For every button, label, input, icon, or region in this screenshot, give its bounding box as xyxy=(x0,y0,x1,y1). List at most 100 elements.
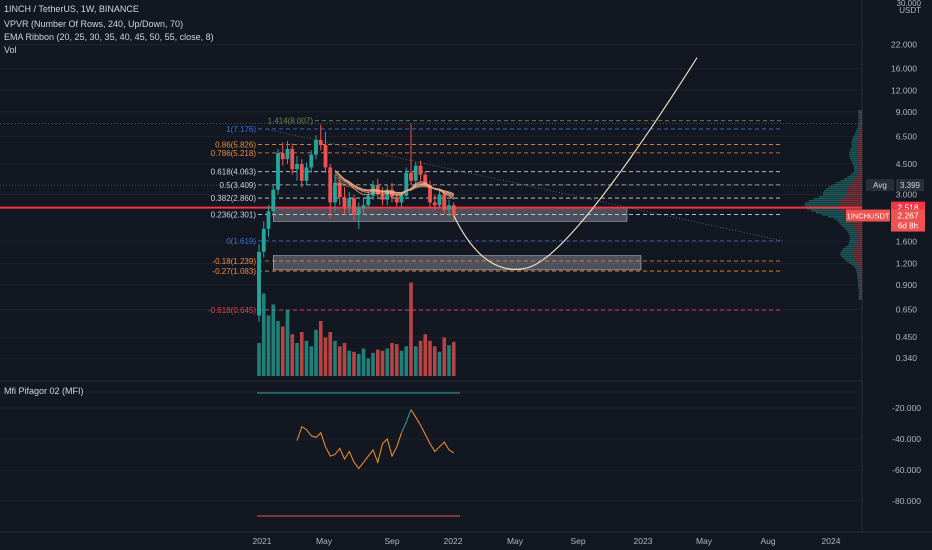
profile-row-up xyxy=(836,182,852,184)
fib-level-label: 1.414(8.007) xyxy=(268,117,314,126)
profile-row-up xyxy=(858,116,861,118)
axis-top-label: 30.000 xyxy=(897,0,922,8)
profile-row-down xyxy=(853,180,862,182)
support-zone xyxy=(273,255,642,271)
profile-row-down xyxy=(854,258,862,260)
candle-body xyxy=(356,208,361,215)
last-price-tag xyxy=(891,209,925,232)
projection-curve xyxy=(453,57,698,270)
candle-body xyxy=(314,139,318,155)
price-tick-label: 22.000 xyxy=(891,40,917,50)
time-axis[interactable]: 2021 May Sep 2022 May Sep 2023 May Aug 2024 xyxy=(253,536,841,546)
candle-body xyxy=(404,172,409,196)
profile-row-up xyxy=(841,250,854,252)
candle-body xyxy=(423,174,428,186)
candle-body xyxy=(451,205,456,216)
profile-row-down xyxy=(858,170,862,172)
price-tick-label: 16.000 xyxy=(891,64,917,74)
profile-row-up xyxy=(852,138,859,140)
profile-row-down xyxy=(858,162,862,164)
profile-row-down xyxy=(860,296,862,298)
time-tick-label: May xyxy=(696,536,713,546)
time-tick-label: 2022 xyxy=(444,536,463,546)
candle-body xyxy=(394,197,399,203)
ema-ribbon xyxy=(334,169,455,200)
profile-row-up xyxy=(851,142,858,144)
profile-row-down xyxy=(857,144,862,146)
volume-bar xyxy=(333,340,337,376)
oscillator-tick-label: -20.000 xyxy=(892,403,921,413)
profile-row-up xyxy=(828,216,849,218)
mfi-line xyxy=(296,425,402,470)
candle-body xyxy=(295,164,299,170)
profile-row-up xyxy=(857,282,861,284)
profile-row-down xyxy=(855,260,862,262)
profile-row-down xyxy=(860,286,862,288)
profile-row-down xyxy=(857,150,862,152)
profile-row-down xyxy=(842,198,862,200)
volume-bar xyxy=(285,310,290,376)
candle-body xyxy=(318,139,323,145)
profile-row-down xyxy=(855,228,862,230)
profile-row-up xyxy=(844,228,856,230)
volume-bar xyxy=(375,349,380,376)
volume-bar xyxy=(399,350,404,376)
profile-row-down xyxy=(857,146,862,148)
volume-bar xyxy=(304,340,309,376)
profile-row-down xyxy=(846,192,862,194)
profile-row-up xyxy=(843,258,855,260)
candle-body xyxy=(280,153,285,160)
volume-bar xyxy=(271,304,276,376)
profile-row-up xyxy=(851,140,858,142)
profile-row-up xyxy=(843,248,855,250)
indicator-ema-ribbon-label[interactable]: EMA Ribbon (20, 25, 30, 35, 40, 45, 50, … xyxy=(4,32,214,42)
profile-row-down xyxy=(853,256,862,258)
volume-bar xyxy=(437,351,442,376)
profile-row-down xyxy=(860,298,862,300)
profile-row-down xyxy=(848,186,862,188)
profile-row-up xyxy=(852,172,859,174)
profile-row-up xyxy=(847,176,857,178)
volume-bar xyxy=(328,332,333,376)
profile-row-up xyxy=(849,152,857,154)
profile-row-up xyxy=(844,178,855,180)
fib-level-label: 1(7.176) xyxy=(226,125,256,134)
oscillator-tick-label: -40.000 xyxy=(892,434,921,444)
profile-row-up xyxy=(854,266,859,268)
profile-row-up xyxy=(840,252,854,254)
time-tick-label: 2021 xyxy=(253,536,272,546)
descending-trendline xyxy=(268,129,784,242)
profile-row-up xyxy=(858,284,861,286)
profile-row-up xyxy=(858,298,861,300)
profile-row-down xyxy=(856,152,862,154)
profile-row-up xyxy=(858,294,861,296)
price-tick-label: 1.200 xyxy=(896,258,918,268)
time-tick-label: May xyxy=(316,536,333,546)
oscillator-title[interactable]: Mfi Pifagor 02 (MFI) xyxy=(4,386,84,396)
profile-row-up xyxy=(849,238,858,240)
profile-row-up xyxy=(822,194,847,196)
profile-row-up xyxy=(853,166,859,168)
volume-bar xyxy=(380,350,385,376)
profile-row-up xyxy=(853,136,859,138)
candle-body xyxy=(366,195,371,206)
fib-level-labels: 1.414(8.007) 1(7.176) 0.86(5.826)0.786(5.2… xyxy=(208,117,313,315)
price-tick-label: 1.600 xyxy=(896,237,918,247)
profile-row-up xyxy=(805,202,840,204)
profile-row-down xyxy=(857,238,862,240)
bar-countdown: 6d 8h xyxy=(898,222,918,231)
profile-row-down xyxy=(859,270,862,272)
indicator-vol-label[interactable]: Vol xyxy=(4,45,17,55)
profile-row-up xyxy=(849,156,858,158)
profile-row-down xyxy=(858,164,862,166)
avg-value: 3.399 xyxy=(900,181,921,190)
price-tick-label: 0.650 xyxy=(896,304,918,314)
indicator-vpvr-label[interactable]: VPVR (Number Of Rows, 240, Up/Down, 70) xyxy=(4,19,184,29)
profile-row-down xyxy=(860,288,862,290)
profile-row-down xyxy=(846,194,862,196)
volume-bar xyxy=(409,282,413,376)
volume-bar xyxy=(361,348,366,376)
